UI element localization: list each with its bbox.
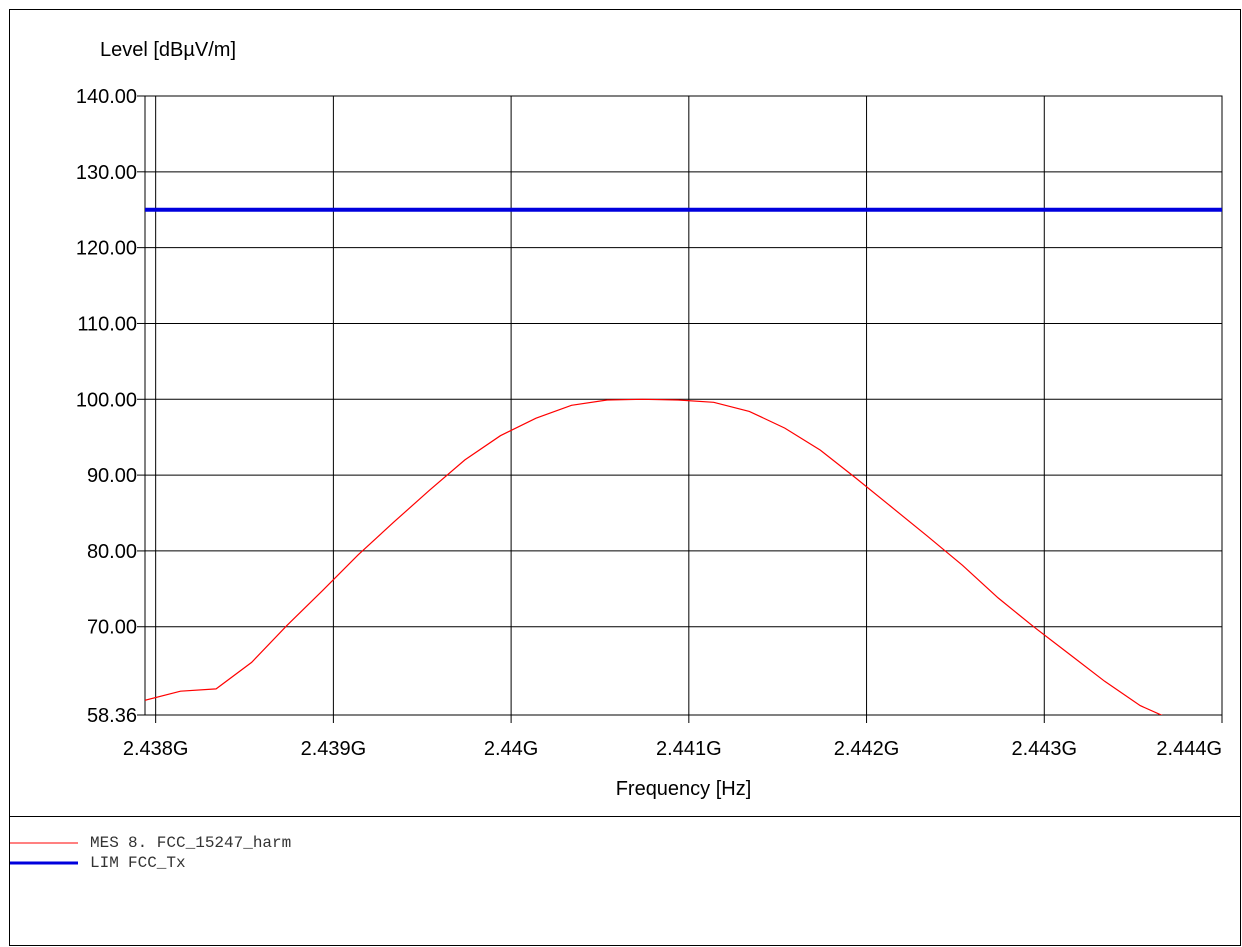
y-tick-label: 90.00	[87, 465, 137, 487]
x-axis-label: Frequency [Hz]	[616, 778, 752, 800]
legend-entry-lim: LIM FCC_Tx	[10, 853, 186, 873]
series-line-mes	[145, 398, 1163, 715]
y-tick-label: 70.00	[87, 617, 137, 639]
y-tick-label: 110.00	[77, 313, 137, 335]
legend-label: 8. FCC_15247_harm	[128, 834, 292, 852]
y-tick-label: 100.00	[76, 389, 137, 411]
legend-divider	[9, 816, 1241, 817]
legend-label: FCC_Tx	[128, 854, 186, 872]
legend-kind: MES	[90, 834, 119, 852]
x-tick-label: 2.439G	[301, 738, 367, 760]
y-axis-label: Level [dBµV/m]	[100, 39, 236, 61]
legend-entry-mes: MES 8. FCC_15247_harm	[10, 833, 291, 853]
y-tick-label: 140.00	[76, 86, 137, 108]
y-tick-label: 120.00	[76, 238, 137, 260]
y-tick-label: 80.00	[87, 541, 137, 563]
y-tick-label: 130.00	[76, 162, 137, 184]
x-tick-label: 2.444G	[1156, 738, 1222, 760]
legend-swatch-mes	[10, 842, 78, 844]
legend-swatch-lim	[10, 861, 78, 865]
chart-frame	[9, 9, 1241, 946]
x-tick-label: 2.442G	[834, 738, 900, 760]
legend-kind: LIM	[90, 854, 119, 872]
x-tick-label: 2.441G	[656, 738, 722, 760]
x-tick-label: 2.443G	[1011, 738, 1077, 760]
plot-area-border	[144, 95, 1223, 716]
x-tick-label: 2.438G	[123, 738, 189, 760]
y-tick-label: 58.36	[87, 705, 137, 727]
x-tick-label: 2.44G	[484, 738, 538, 760]
